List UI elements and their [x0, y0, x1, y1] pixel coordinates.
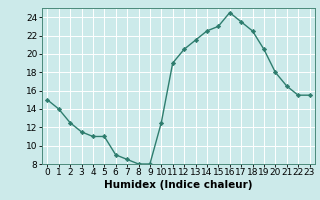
X-axis label: Humidex (Indice chaleur): Humidex (Indice chaleur) [104, 180, 253, 190]
